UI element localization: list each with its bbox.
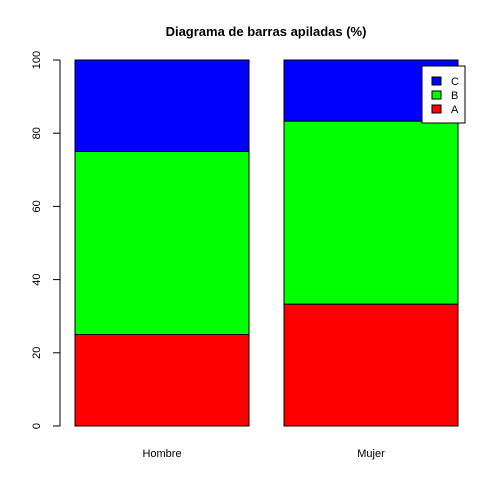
bars (74, 59, 459, 427)
bar-segment-A-Mujer (283, 303, 459, 427)
legend-swatch-A (431, 104, 442, 114)
legend-swatch-B (431, 90, 442, 100)
legend-swatch-C (431, 76, 442, 86)
y-tick-label: 20 (31, 347, 43, 359)
legend: CBA (421, 65, 466, 124)
legend-label-A: A (451, 104, 459, 116)
y-axis: 0 20 40 60 80 100 (31, 51, 61, 429)
y-tick-label: 80 (31, 127, 43, 139)
x-tick-label: Hombre (142, 448, 181, 460)
chart-title: Diagrama de barras apiladas (%) (166, 24, 367, 39)
y-tick-label: 100 (31, 51, 43, 69)
bar-segment-B-Hombre (74, 151, 250, 335)
bar-segment-B-Mujer (283, 120, 459, 305)
bar-segment-A-Hombre (74, 334, 250, 427)
legend-label-C: C (451, 76, 459, 88)
legend-box (421, 65, 466, 124)
y-tick-label: 0 (31, 423, 43, 429)
x-tick-label: Mujer (357, 448, 385, 460)
x-axis-labels: Hombre Mujer (142, 448, 385, 460)
bar-segment-C-Hombre (74, 59, 250, 152)
y-tick-label: 60 (31, 200, 43, 212)
legend-label-B: B (451, 90, 458, 102)
y-tick-label: 40 (31, 273, 43, 285)
